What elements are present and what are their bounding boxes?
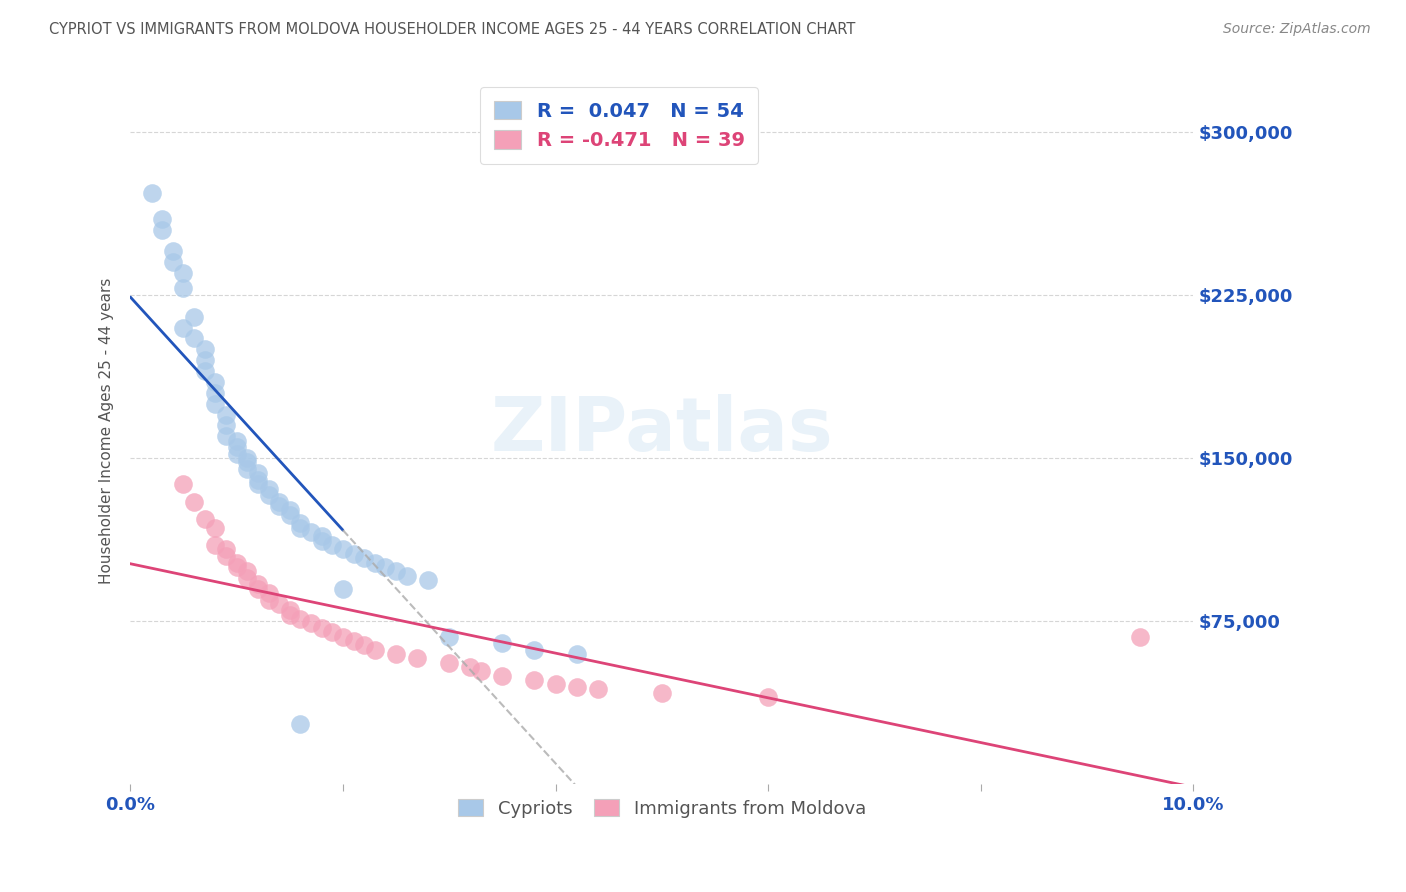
Point (278, 503, 301, 517)
Point (364, 642, 387, 657)
Point (278, 603, 301, 617)
Point (215, 429, 238, 443)
Point (204, 538, 226, 552)
Y-axis label: Householder Income Ages 25 - 44 years: Householder Income Ages 25 - 44 years (100, 277, 114, 584)
Point (651, 686, 673, 700)
Point (246, 477, 269, 491)
Point (236, 462, 259, 476)
Point (204, 385, 226, 400)
Point (311, 621, 333, 635)
Point (225, 434, 247, 448)
Point (311, 533, 333, 548)
Point (257, 482, 280, 496)
Point (204, 397, 226, 411)
Point (269, 499, 291, 513)
Point (257, 592, 280, 607)
Point (332, 542, 354, 557)
Point (172, 477, 194, 491)
Point (183, 310, 205, 324)
Point (439, 630, 461, 644)
Point (278, 508, 301, 522)
Point (460, 660, 482, 674)
Point (311, 529, 333, 543)
Point (269, 494, 291, 508)
Point (342, 547, 364, 561)
Point (321, 625, 343, 640)
Point (194, 353, 217, 368)
Point (150, 223, 173, 237)
Point (172, 320, 194, 334)
Point (236, 455, 259, 469)
Point (491, 668, 513, 682)
Point (290, 612, 312, 626)
Point (194, 512, 217, 526)
Point (290, 716, 312, 731)
Point (246, 582, 269, 596)
Text: ZIPatlas: ZIPatlas (491, 394, 834, 467)
Point (756, 690, 779, 705)
Point (523, 642, 546, 657)
Point (246, 577, 269, 591)
Point (342, 633, 364, 648)
Point (544, 677, 567, 691)
Point (1129, 630, 1152, 644)
Text: CYPRIOT VS IMMIGRANTS FROM MOLDOVA HOUSEHOLDER INCOME AGES 25 - 44 YEARS CORRELA: CYPRIOT VS IMMIGRANTS FROM MOLDOVA HOUSE… (49, 22, 856, 37)
Point (290, 516, 312, 531)
Point (439, 656, 461, 670)
Point (353, 551, 375, 566)
Point (204, 375, 226, 389)
Point (225, 556, 247, 570)
Point (523, 673, 546, 687)
Point (565, 680, 588, 694)
Point (183, 331, 205, 345)
Point (290, 521, 312, 535)
Point (194, 364, 217, 378)
Point (395, 568, 418, 582)
Text: Source: ZipAtlas.com: Source: ZipAtlas.com (1223, 22, 1371, 37)
Point (321, 538, 343, 552)
Point (257, 488, 280, 502)
Point (225, 560, 247, 574)
Point (299, 616, 322, 631)
Point (406, 651, 429, 665)
Point (491, 636, 513, 650)
Point (416, 573, 439, 587)
Point (172, 266, 194, 280)
Point (246, 473, 269, 487)
Point (225, 447, 247, 461)
Point (385, 647, 408, 661)
Point (385, 564, 408, 578)
Point (299, 525, 322, 540)
Point (470, 665, 492, 679)
Point (204, 521, 226, 535)
Point (364, 556, 387, 570)
Legend: Cypriots, Immigrants from Moldova: Cypriots, Immigrants from Moldova (450, 791, 873, 825)
Point (269, 597, 291, 611)
Point (565, 647, 588, 661)
Point (225, 440, 247, 454)
Point (183, 494, 205, 508)
Point (246, 467, 269, 481)
Point (236, 451, 259, 466)
Point (374, 560, 396, 574)
Point (278, 607, 301, 622)
Point (353, 638, 375, 652)
Point (236, 571, 259, 585)
Point (215, 542, 238, 557)
Point (215, 418, 238, 433)
Point (172, 281, 194, 295)
Point (332, 630, 354, 644)
Point (586, 681, 609, 696)
Point (257, 586, 280, 600)
Point (150, 211, 173, 226)
Point (332, 582, 354, 596)
Point (162, 244, 184, 259)
Point (215, 408, 238, 422)
Point (194, 343, 217, 357)
Point (141, 186, 163, 200)
Point (236, 564, 259, 578)
Point (215, 549, 238, 563)
Point (162, 255, 184, 269)
